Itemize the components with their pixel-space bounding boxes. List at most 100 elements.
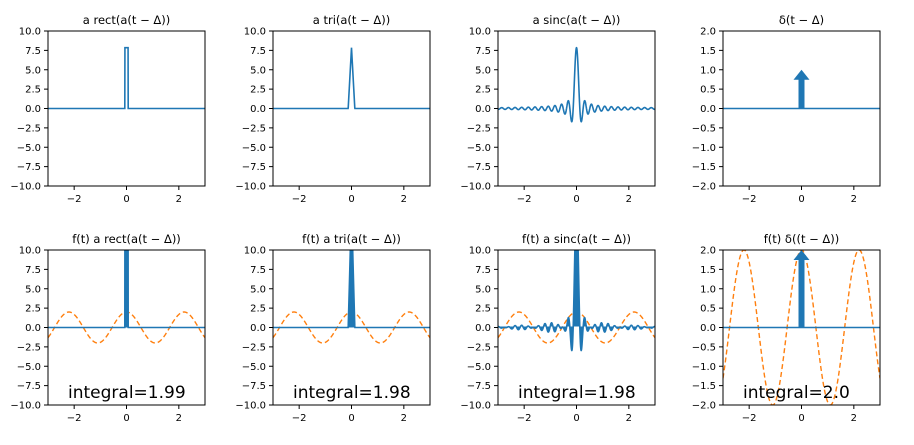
y-tick-label: −7.5 bbox=[467, 381, 491, 392]
plot-area bbox=[48, 46, 205, 110]
y-tick-label: 0.0 bbox=[475, 323, 491, 334]
y-tick-label: 2.5 bbox=[250, 304, 266, 315]
panel-4: δ(t − Δ) 2.0 1.5 1.0 0.5 0.0 −0.5 −1.0 −1.5 −2.0 −… bbox=[692, 13, 881, 205]
axes-frame bbox=[722, 30, 881, 187]
y-tick-label: 7.5 bbox=[250, 46, 266, 57]
y-tick-label: 10.0 bbox=[19, 27, 41, 38]
axes-frame bbox=[47, 249, 206, 406]
y-tick-label: −2.5 bbox=[242, 342, 266, 353]
delta-stem bbox=[798, 78, 805, 109]
y-tick-label: −10.0 bbox=[10, 182, 41, 193]
delta-arrow-head bbox=[793, 69, 810, 80]
y-tick-label: −2.5 bbox=[17, 342, 41, 353]
x-tick-label: −2 bbox=[292, 413, 307, 424]
x-tick-label: −2 bbox=[67, 194, 82, 205]
x-tick-label: 2 bbox=[851, 194, 857, 205]
y-tick-label: 0.0 bbox=[475, 104, 491, 115]
y-tick-label: 2.5 bbox=[25, 85, 41, 96]
y-tick-label: 0.0 bbox=[250, 323, 266, 334]
y-tick-label: −0.5 bbox=[692, 342, 716, 353]
y-tick-label: 5.0 bbox=[475, 65, 491, 76]
plot-area bbox=[48, 250, 205, 344]
x-tick-label: −2 bbox=[742, 194, 757, 205]
y-tick-label: 0.5 bbox=[700, 85, 716, 96]
y-tick-label: 7.5 bbox=[25, 265, 41, 276]
y-tick-label: −7.5 bbox=[242, 162, 266, 173]
y-tick-label: −10.0 bbox=[235, 401, 266, 412]
panel-title: f(t) δ((t − Δ)) bbox=[764, 232, 840, 246]
panel-2: a tri(a(t − Δ)) 10.0 7.5 5.0 2.5 0.0 −2.5 −5.0 −… bbox=[235, 13, 431, 205]
x-tick-label: 2 bbox=[401, 194, 407, 205]
y-tick-label: −10.0 bbox=[460, 182, 491, 193]
cosine-series-line bbox=[723, 250, 880, 405]
signal-series-line bbox=[48, 250, 205, 329]
x-tick-label: 2 bbox=[626, 413, 632, 424]
x-tick-label: 2 bbox=[176, 194, 182, 205]
panel-7: f(t) a sinc(a(t − Δ)) 10.0 7.5 5.0 2.5 0.0 −2.… bbox=[460, 232, 656, 424]
y-tick-label: −5.0 bbox=[17, 143, 41, 154]
panel-title: f(t) a sinc(a(t − Δ)) bbox=[522, 232, 631, 246]
y-tick-label: 7.5 bbox=[475, 46, 491, 57]
y-tick-label: 7.5 bbox=[475, 265, 491, 276]
panel-title: f(t) a tri(a(t − Δ)) bbox=[302, 232, 401, 246]
y-tick-label: 0.0 bbox=[25, 323, 41, 334]
x-tick-label: 2 bbox=[851, 413, 857, 424]
x-tick-label: 0 bbox=[573, 413, 579, 424]
y-tick-label: 0.0 bbox=[25, 104, 41, 115]
signal-series-line bbox=[273, 47, 430, 110]
x-tick-label: 0 bbox=[798, 413, 804, 424]
integral-annotation: integral=1.98 bbox=[518, 383, 636, 403]
x-tick-label: −2 bbox=[67, 413, 82, 424]
y-tick-label: 2.5 bbox=[25, 304, 41, 315]
y-tick-label: −2.5 bbox=[467, 342, 491, 353]
y-tick-label: −5.0 bbox=[242, 143, 266, 154]
axes-frame bbox=[497, 249, 656, 406]
integral-annotation: integral=2.0 bbox=[743, 383, 850, 403]
y-tick-label: −5.0 bbox=[467, 143, 491, 154]
y-tick-label: −7.5 bbox=[17, 381, 41, 392]
y-tick-label: −2.5 bbox=[467, 123, 491, 134]
axes-frame bbox=[497, 30, 656, 187]
signal-series-line bbox=[498, 250, 655, 352]
y-tick-label: 7.5 bbox=[250, 265, 266, 276]
panel-1: a rect(a(t − Δ)) 10.0 7.5 5.0 2.5 0.0 −2.5 −5.0… bbox=[10, 13, 206, 205]
y-tick-label: 1.0 bbox=[700, 65, 716, 76]
panel-8: f(t) δ((t − Δ)) 2.0 1.5 1.0 0.5 0.0 −0.5 −1.0 −1… bbox=[692, 232, 881, 424]
y-tick-label: −2.5 bbox=[242, 123, 266, 134]
y-tick-label: 0.5 bbox=[700, 304, 716, 315]
x-tick-label: −2 bbox=[742, 413, 757, 424]
signal-series-line bbox=[273, 250, 430, 329]
panel-title: δ(t − Δ) bbox=[779, 13, 824, 27]
plot-area bbox=[498, 46, 655, 123]
x-tick-label: 0 bbox=[123, 413, 129, 424]
y-tick-label: −1.5 bbox=[692, 381, 716, 392]
x-tick-label: 2 bbox=[401, 413, 407, 424]
y-tick-label: 5.0 bbox=[475, 284, 491, 295]
y-tick-label: 2.5 bbox=[475, 85, 491, 96]
y-tick-label: 2.5 bbox=[250, 85, 266, 96]
y-tick-label: −7.5 bbox=[242, 381, 266, 392]
y-tick-label: 1.5 bbox=[700, 265, 716, 276]
panel-5: f(t) a rect(a(t − Δ)) 10.0 7.5 5.0 2.5 0.0 −2.… bbox=[10, 232, 206, 424]
integral-annotation: integral=1.99 bbox=[68, 383, 186, 403]
panel-title: f(t) a rect(a(t − Δ)) bbox=[72, 232, 181, 246]
axes-frame bbox=[47, 30, 206, 187]
plot-area bbox=[723, 69, 880, 110]
y-tick-label: −1.5 bbox=[692, 162, 716, 173]
y-tick-label: 1.0 bbox=[700, 284, 716, 295]
panel-6: f(t) a tri(a(t − Δ)) 10.0 7.5 5.0 2.5 0.0 −2.5… bbox=[235, 232, 431, 424]
y-tick-label: −1.0 bbox=[692, 143, 716, 154]
y-tick-label: 0.0 bbox=[700, 104, 716, 115]
x-tick-label: 0 bbox=[573, 194, 579, 205]
x-tick-label: 0 bbox=[123, 194, 129, 205]
y-tick-label: 7.5 bbox=[25, 46, 41, 57]
y-tick-label: 5.0 bbox=[25, 65, 41, 76]
y-tick-label: −7.5 bbox=[17, 162, 41, 173]
x-tick-label: −2 bbox=[517, 413, 532, 424]
y-tick-label: 5.0 bbox=[250, 284, 266, 295]
y-tick-label: −5.0 bbox=[17, 362, 41, 373]
y-tick-label: −2.0 bbox=[692, 182, 716, 193]
x-tick-label: −2 bbox=[517, 194, 532, 205]
y-tick-label: −10.0 bbox=[235, 182, 266, 193]
